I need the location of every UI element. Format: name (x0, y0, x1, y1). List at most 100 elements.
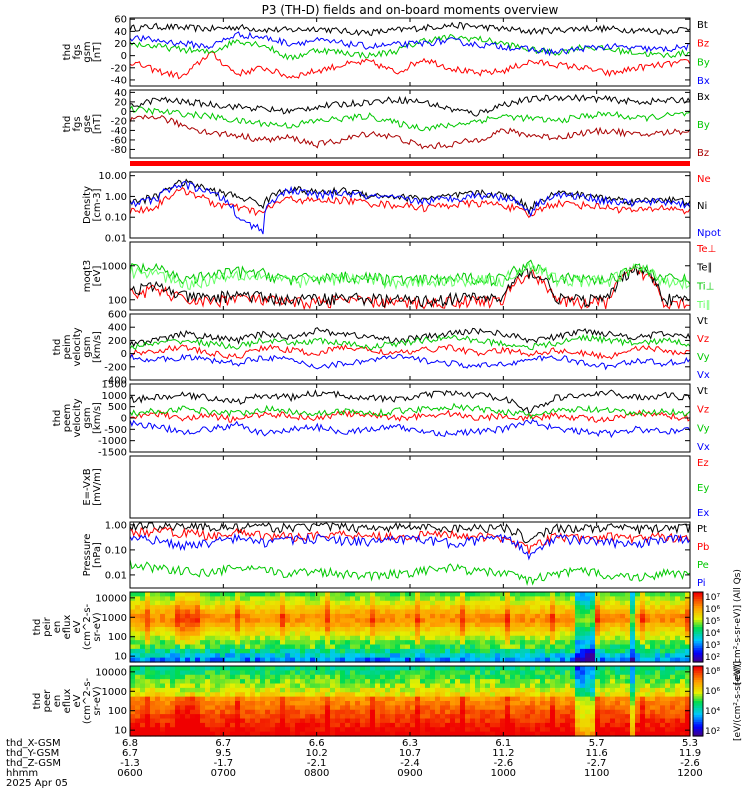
spectrogram-cell (330, 613, 336, 619)
spectrogram-cell (220, 701, 226, 706)
spectrogram-cell (315, 596, 321, 602)
x-tick-label: 1200 (677, 768, 702, 779)
spectrogram-cell (150, 722, 156, 728)
spectrogram-cell (450, 696, 456, 702)
spectrogram-cell (250, 709, 256, 715)
spectrogram-cell (680, 679, 686, 685)
y-tick-label: 1000 (102, 613, 127, 624)
spectrogram-cell (380, 692, 386, 698)
spectrogram-cell (635, 640, 641, 646)
spectrogram-cell (470, 679, 476, 685)
spectrogram-cell (135, 644, 141, 650)
spectrogram-cell (505, 714, 511, 720)
spectrogram-cell (275, 687, 281, 693)
spectrogram-cell (680, 718, 686, 724)
spectrogram-cell (390, 640, 396, 646)
spectrogram-cell (440, 705, 446, 711)
spectrogram-cell (550, 727, 556, 733)
spectrogram-cell (175, 631, 181, 637)
spectrogram-cell (150, 718, 156, 724)
spectrogram-cell (420, 709, 426, 715)
spectrogram-cell (435, 692, 441, 698)
spectrogram-cell (685, 731, 691, 737)
spectrogram-cell (550, 731, 556, 737)
spectrogram-cell (640, 731, 646, 737)
spectrogram-cell (655, 722, 661, 728)
spectrogram-cell (200, 627, 206, 632)
spectrogram-cell (195, 600, 201, 606)
spectrogram-cell (575, 714, 581, 720)
spectrogram-cell (415, 613, 421, 619)
spectrogram-cell (505, 635, 511, 641)
spectrogram-cell (670, 622, 676, 628)
spectrogram-cell (325, 600, 331, 606)
spectrogram-cell (160, 696, 166, 702)
series-pt-line (129, 521, 691, 544)
spectrogram-cell (520, 622, 526, 628)
spectrogram-cell (325, 709, 331, 715)
spectrogram-cell (590, 644, 596, 650)
spectrogram-cell (630, 644, 636, 650)
spectrogram-cell (675, 596, 681, 602)
spectrogram-cell (680, 618, 686, 624)
spectrogram-cell (655, 600, 661, 606)
spectrogram-cell (240, 674, 246, 680)
y-axis-label: fgs (72, 44, 83, 59)
spectrogram-cell (435, 644, 441, 650)
spectrogram-cell (380, 709, 386, 715)
spectrogram-cell (535, 592, 541, 597)
spectrogram-cell (360, 596, 366, 602)
spectrogram-cell (230, 722, 236, 728)
spectrogram-cell (535, 653, 541, 659)
spectrogram-cell (140, 644, 146, 650)
spectrogram-cell (430, 727, 436, 733)
spectrogram-cell (160, 701, 166, 706)
spectrogram-cell (410, 722, 416, 728)
spectrogram-cell (550, 640, 556, 646)
spectrogram-cell (415, 640, 421, 646)
spectrogram-cell (600, 674, 606, 680)
spectrogram-cell (310, 705, 316, 711)
spectrogram-cell (555, 709, 561, 715)
spectrogram-cell (255, 670, 261, 676)
spectrogram-cell (465, 666, 471, 671)
spectrogram-cell (145, 635, 151, 641)
spectrogram-cell (500, 613, 506, 619)
spectrogram-cell (455, 609, 461, 615)
spectrogram-cell (645, 701, 651, 706)
spectrogram-cell (390, 622, 396, 628)
spectrogram-cell (440, 714, 446, 720)
spectrogram-cell (250, 644, 256, 650)
spectrogram-cell (315, 679, 321, 685)
spectrogram-cell (435, 722, 441, 728)
spectrogram-cell (260, 714, 266, 720)
spectrogram-cell (255, 666, 261, 671)
spectrogram-cell (570, 709, 576, 715)
spectrogram-cell (675, 653, 681, 659)
x-tick-label: 1000 (491, 768, 516, 779)
spectrogram-cell (580, 722, 586, 728)
spectrogram-cell (355, 687, 361, 693)
spectrogram-cell (560, 687, 566, 693)
spectrogram-cell (620, 653, 626, 659)
spectrogram-cell (355, 718, 361, 724)
spectrogram-cell (515, 705, 521, 711)
spectrogram-cell (485, 718, 491, 724)
spectrogram-cell (375, 701, 381, 706)
spectrogram-cell (355, 714, 361, 720)
spectrogram-cell (175, 618, 181, 624)
spectrogram-cell (285, 609, 291, 615)
spectrogram-cell (205, 727, 211, 733)
spectrogram-cell (560, 714, 566, 720)
spectrogram-cell (205, 640, 211, 646)
spectrogram-cell (275, 635, 281, 641)
spectrogram-cell (265, 696, 271, 702)
spectrogram-cell (685, 596, 691, 602)
spectrogram-cell (195, 609, 201, 615)
spectrogram-cell (225, 722, 231, 728)
spectrogram-cell (215, 622, 221, 628)
spectrogram-cell (130, 618, 136, 624)
spectrogram-cell (640, 622, 646, 628)
spectrogram-cell (385, 727, 391, 733)
